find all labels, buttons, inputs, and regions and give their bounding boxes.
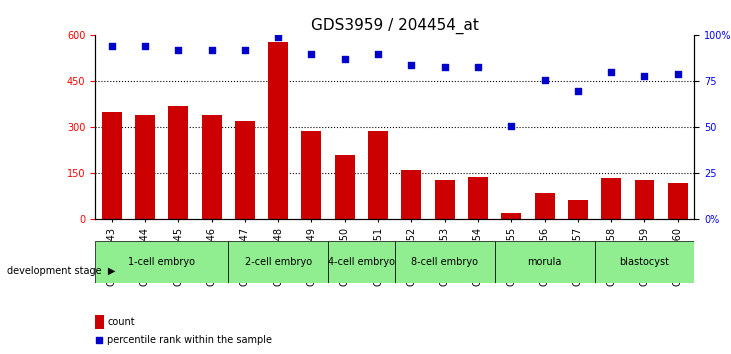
Point bbox=[605, 69, 617, 75]
Point bbox=[472, 64, 484, 69]
Bar bbox=[168, 106, 189, 219]
Point bbox=[539, 77, 550, 82]
Bar bbox=[568, 200, 588, 219]
Point bbox=[106, 44, 118, 49]
Point bbox=[427, 262, 439, 268]
Text: blastocyst: blastocyst bbox=[619, 257, 670, 267]
Text: development stage  ▶: development stage ▶ bbox=[7, 266, 115, 276]
Text: count: count bbox=[107, 317, 135, 327]
Text: 1-cell embryo: 1-cell embryo bbox=[128, 257, 195, 267]
Point bbox=[406, 62, 417, 68]
Bar bbox=[235, 121, 255, 219]
FancyBboxPatch shape bbox=[395, 241, 495, 283]
Bar bbox=[335, 155, 355, 219]
Point bbox=[205, 47, 217, 53]
Bar bbox=[435, 179, 455, 219]
Point bbox=[572, 88, 584, 93]
Bar bbox=[301, 131, 322, 219]
Point bbox=[306, 51, 317, 57]
FancyBboxPatch shape bbox=[495, 241, 594, 283]
Bar bbox=[268, 41, 288, 219]
Bar bbox=[468, 177, 488, 219]
FancyBboxPatch shape bbox=[228, 241, 328, 283]
Title: GDS3959 / 204454_at: GDS3959 / 204454_at bbox=[311, 18, 479, 34]
Bar bbox=[95, 315, 104, 329]
Point bbox=[339, 57, 351, 62]
Point bbox=[439, 64, 450, 69]
Text: 2-cell embryo: 2-cell embryo bbox=[245, 257, 311, 267]
Bar bbox=[501, 213, 521, 219]
Point bbox=[639, 73, 651, 79]
Point bbox=[139, 44, 151, 49]
Bar bbox=[534, 193, 555, 219]
Point bbox=[505, 123, 517, 129]
Point bbox=[273, 34, 284, 40]
Point bbox=[672, 71, 683, 77]
Text: 8-cell embryo: 8-cell embryo bbox=[412, 257, 478, 267]
FancyBboxPatch shape bbox=[95, 241, 228, 283]
Bar bbox=[635, 179, 654, 219]
Bar bbox=[601, 178, 621, 219]
Text: percentile rank within the sample: percentile rank within the sample bbox=[107, 335, 272, 345]
FancyBboxPatch shape bbox=[594, 241, 694, 283]
Bar bbox=[401, 170, 421, 219]
Bar bbox=[102, 112, 121, 219]
Bar bbox=[668, 183, 688, 219]
Text: morula: morula bbox=[527, 257, 562, 267]
Text: 4-cell embryo: 4-cell embryo bbox=[328, 257, 395, 267]
Point bbox=[372, 51, 384, 57]
Point bbox=[173, 47, 184, 53]
Bar bbox=[368, 131, 388, 219]
Bar bbox=[135, 115, 155, 219]
Point bbox=[239, 47, 251, 53]
FancyBboxPatch shape bbox=[328, 241, 395, 283]
Bar bbox=[202, 115, 221, 219]
